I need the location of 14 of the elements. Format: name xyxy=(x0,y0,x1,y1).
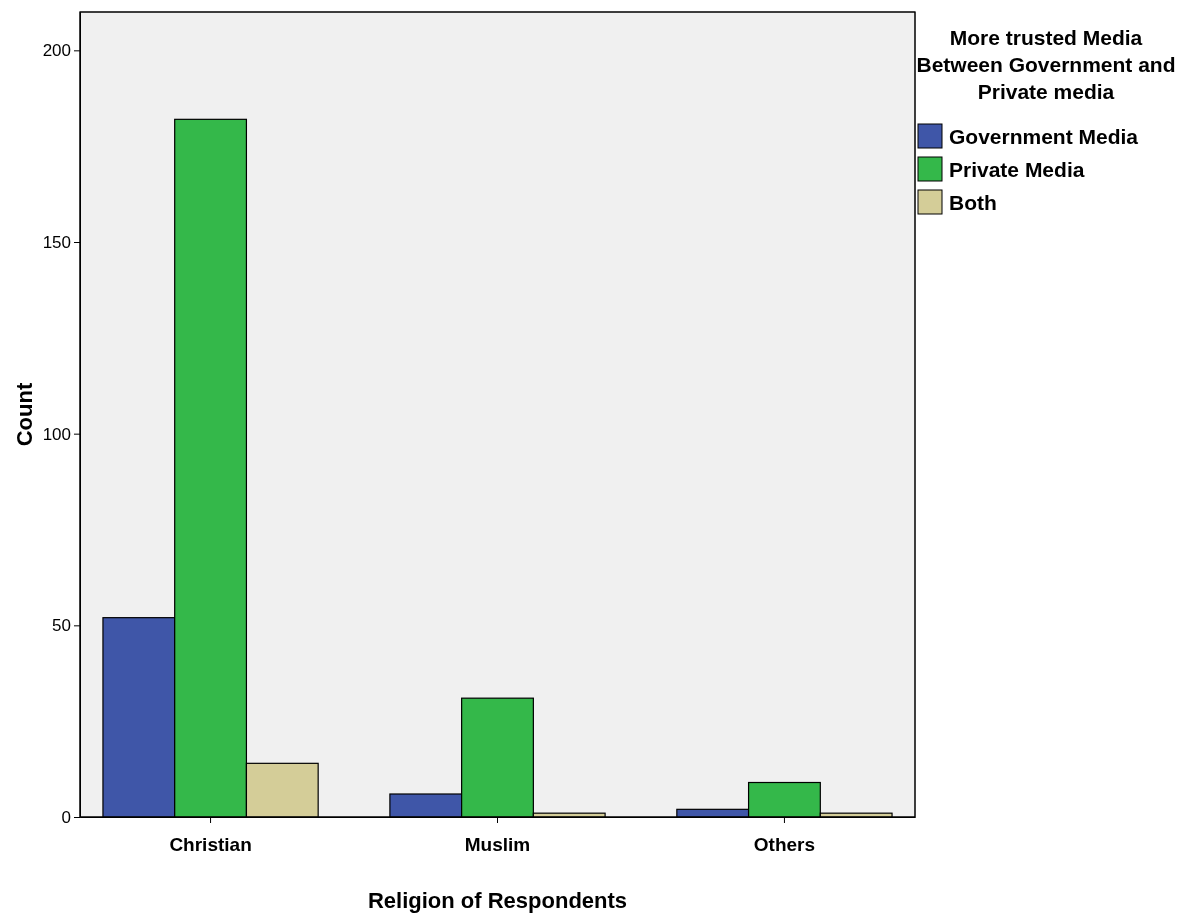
y-tick-label: 200 xyxy=(42,41,71,61)
x-tick-label: Christian xyxy=(169,833,252,855)
y-tick-label: 50 xyxy=(52,616,71,636)
y-tick-label: 0 xyxy=(61,807,71,827)
y-tick-label: 100 xyxy=(42,424,71,444)
y-tick-label: 150 xyxy=(42,232,71,252)
x-axis-title: Religion of Respondents xyxy=(367,888,628,913)
legend-label: Private Media xyxy=(949,158,1085,181)
y-axis-title: Count xyxy=(12,382,37,447)
x-tick-label: Others xyxy=(753,833,816,855)
x-tick-label: Muslim xyxy=(464,833,531,855)
legend-label: Both xyxy=(949,191,997,214)
legend-title: More trusted Media Between Government and Private media xyxy=(916,26,1176,103)
legend-label: Government Media xyxy=(949,125,1139,148)
